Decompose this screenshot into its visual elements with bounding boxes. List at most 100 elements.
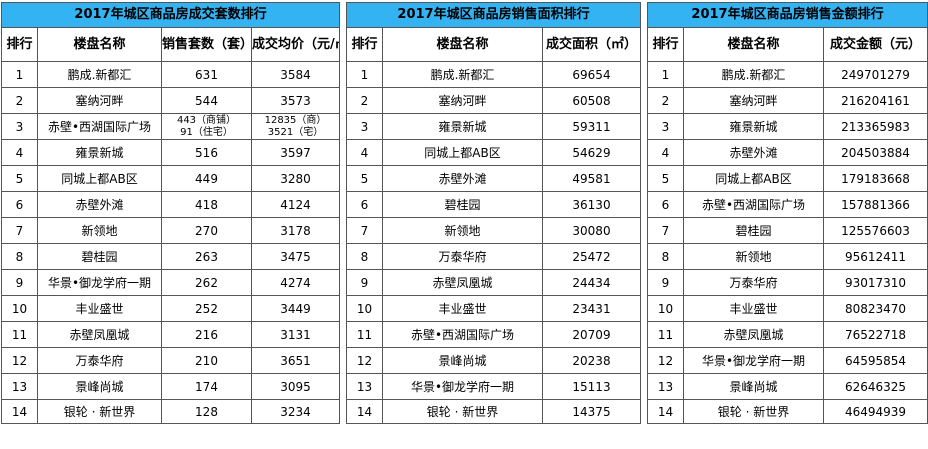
rank-cell: 6 [647, 191, 684, 218]
rank-cell: 2 [346, 87, 383, 114]
rank-cell: 2 [1, 87, 38, 114]
project-name-cell: 景峰尚城 [382, 347, 543, 374]
value-cell: 24434 [541, 269, 642, 296]
rank-cell: 4 [647, 139, 684, 166]
value-cell: 216204161 [822, 87, 928, 114]
value-cell: 3095 [251, 373, 340, 400]
value-cell: 3573 [251, 87, 340, 114]
project-name-cell: 碧桂园 [683, 217, 824, 244]
table-row: 14 银轮 · 新世界 46494939 [647, 399, 928, 424]
table-row: 11 赤壁凤凰城 76522718 [647, 321, 928, 348]
value-cell: 60508 [541, 87, 642, 114]
rank-cell: 11 [346, 321, 383, 348]
value-cell: 69654 [541, 61, 642, 88]
rank-cell: 8 [346, 243, 383, 270]
table-row: 7 新领地 270 3178 [1, 217, 340, 244]
table-row: 1 鹏成.新都汇 69654 [346, 61, 642, 88]
value-cell: 4124 [251, 191, 340, 218]
rank-cell: 1 [1, 61, 38, 88]
table-row: 12 华景•御龙学府一期 64595854 [647, 347, 928, 374]
column-header-line: 成交金额 [829, 37, 882, 52]
value-cell: 213365983 [822, 113, 928, 140]
sales-units-ranking-table: 2017年城区商品房成交套数排行 排行楼盘名称销售套数（套）成交均价（元/㎡） … [1, 2, 340, 424]
value-cell: 263 [161, 243, 252, 270]
table-row: 6 碧桂园 36130 [346, 191, 642, 218]
table-row: 7 新领地 30080 [346, 217, 642, 244]
rank-cell: 5 [647, 165, 684, 192]
rank-cell: 13 [1, 373, 38, 400]
table-row: 11 赤壁•西湖国际广场 20709 [346, 321, 642, 348]
project-name-cell: 新领地 [382, 217, 543, 244]
value-cell: 3280 [251, 165, 340, 192]
rank-cell: 10 [346, 295, 383, 322]
project-name-cell: 鹏成.新都汇 [382, 61, 543, 88]
value-cell: 46494939 [822, 399, 928, 424]
value-cell: 4274 [251, 269, 340, 296]
value-cell: 210 [161, 347, 252, 374]
project-name-cell: 万泰华府 [683, 269, 824, 296]
project-name-cell: 华景•御龙学府一期 [382, 373, 543, 400]
value-cell: 449 [161, 165, 252, 192]
rank-cell: 1 [346, 61, 383, 88]
rank-cell: 10 [1, 295, 38, 322]
rank-cell: 8 [1, 243, 38, 270]
column-header-line: 成交均价 [252, 37, 305, 52]
table-row: 8 新领地 95612411 [647, 243, 928, 270]
value-cell: 30080 [541, 217, 642, 244]
cell-line: 91（住宅） [180, 126, 233, 138]
table-row: 10 丰业盛世 23431 [346, 295, 642, 322]
column-header: 排行 [346, 27, 383, 62]
value-cell: 20238 [541, 347, 642, 374]
column-header-line: （㎡） [598, 37, 638, 52]
value-cell: 3234 [251, 399, 340, 424]
value-cell: 544 [161, 87, 252, 114]
value-cell: 125576603 [822, 217, 928, 244]
value-cell: 631 [161, 61, 252, 88]
project-name-cell: 景峰尚城 [683, 373, 824, 400]
rank-cell: 9 [346, 269, 383, 296]
value-cell: 25472 [541, 243, 642, 270]
project-name-cell: 赤壁•西湖国际广场 [382, 321, 543, 348]
value-cell: 3449 [251, 295, 340, 322]
project-name-cell: 赤壁凤凰城 [683, 321, 824, 348]
value-cell: 418 [161, 191, 252, 218]
value-cell: 262 [161, 269, 252, 296]
value-cell: 49581 [541, 165, 642, 192]
column-header: 楼盘名称 [683, 27, 824, 62]
table-row: 5 同城上都AB区 449 3280 [1, 165, 340, 192]
sales-area-ranking-table: 2017年城区商品房销售面积排行 排行 楼盘名称 成交面积（㎡） 1 鹏成.新都汇 69… [345, 2, 642, 424]
table-row: 3 雍景新城 59311 [346, 113, 642, 140]
project-name-cell: 银轮 · 新世界 [683, 399, 824, 424]
value-cell: 62646325 [822, 373, 928, 400]
project-name-cell: 赤壁•西湖国际广场 [37, 113, 162, 140]
value-cell: 128 [161, 399, 252, 424]
table-row: 13 华景•御龙学府一期 15113 [346, 373, 642, 400]
table-row: 3 赤壁•西湖国际广场 443（商铺） 91（住宅） 12835（商） 3521（宅） [1, 113, 340, 140]
column-header: 楼盘名称 [382, 27, 543, 62]
project-name-cell: 同城上都AB区 [683, 165, 824, 192]
rank-cell: 1 [647, 61, 684, 88]
project-name-cell: 雍景新城 [683, 113, 824, 140]
rank-cell: 14 [647, 399, 684, 424]
value-cell: 12835（商） 3521（宅） [251, 113, 340, 140]
project-name-cell: 赤壁凤凰城 [37, 321, 162, 348]
project-name-cell: 赤壁•西湖国际广场 [683, 191, 824, 218]
rank-cell: 12 [647, 347, 684, 374]
value-cell: 95612411 [822, 243, 928, 270]
value-cell: 216 [161, 321, 252, 348]
project-name-cell: 赤壁外滩 [683, 139, 824, 166]
value-cell: 249701279 [822, 61, 928, 88]
table-row: 6 赤壁•西湖国际广场 157881366 [647, 191, 928, 218]
table-row: 7 碧桂园 125576603 [647, 217, 928, 244]
project-name-cell: 丰业盛世 [683, 295, 824, 322]
value-cell: 3475 [251, 243, 340, 270]
rank-cell: 11 [647, 321, 684, 348]
project-name-cell: 鹏成.新都汇 [683, 61, 824, 88]
project-name-cell: 塞纳河畔 [37, 87, 162, 114]
table-row: 6 赤壁外滩 418 4124 [1, 191, 340, 218]
project-name-cell: 华景•御龙学府一期 [683, 347, 824, 374]
project-name-cell: 雍景新城 [382, 113, 543, 140]
column-header: 成交均价（元/㎡） [251, 27, 340, 62]
rank-cell: 13 [346, 373, 383, 400]
value-cell: 516 [161, 139, 252, 166]
